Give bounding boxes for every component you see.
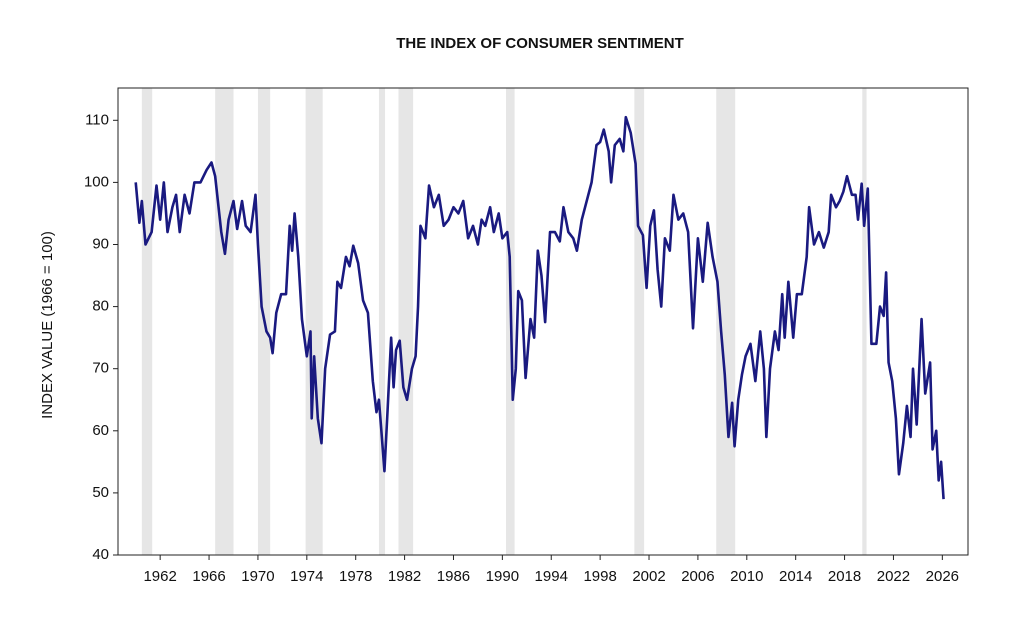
- recession-band: [215, 88, 234, 555]
- recession-band: [634, 88, 645, 555]
- recession-shading: [141, 88, 867, 555]
- x-tick-label: 2022: [877, 568, 910, 585]
- x-tick-label: 1966: [192, 568, 225, 585]
- y-tick-label: 50: [92, 484, 109, 501]
- sentiment-line: [134, 115, 945, 500]
- x-tick-label: 1998: [583, 568, 616, 585]
- x-tick-label: 2026: [926, 568, 959, 585]
- x-tick-label: 1990: [486, 568, 519, 585]
- y-tick-label: 60: [92, 422, 109, 439]
- plot-layer: [134, 115, 945, 500]
- recession-band: [141, 88, 153, 555]
- x-tick-label: 2010: [730, 568, 763, 585]
- recession-band: [398, 88, 414, 555]
- x-tick-label: 2006: [681, 568, 714, 585]
- recession-band: [305, 88, 323, 555]
- x-tick-label: 1978: [339, 568, 372, 585]
- plot-frame: [117, 87, 969, 556]
- x-tick-label: 1986: [437, 568, 470, 585]
- x-tick-label: 1982: [388, 568, 421, 585]
- y-tick-label: 100: [84, 173, 109, 190]
- x-tick-label: 2018: [828, 568, 861, 585]
- y-tick-label: 80: [92, 298, 109, 315]
- y-axis-label: INDEX VALUE (1966 = 100): [39, 231, 56, 419]
- x-tick-label: 2002: [632, 568, 665, 585]
- chart-title: THE INDEX OF CONSUMER SENTIMENT: [396, 35, 684, 52]
- x-tick-label: 1974: [290, 568, 323, 585]
- recession-band: [378, 88, 386, 555]
- recession-band: [716, 88, 736, 555]
- y-tick-label: 110: [85, 111, 109, 128]
- y-tick-label: 70: [92, 360, 109, 377]
- y-tick-label: 40: [92, 546, 109, 563]
- x-tick-label: 1962: [143, 568, 176, 585]
- x-tick-label: 1970: [241, 568, 274, 585]
- x-tick-label: 2014: [779, 568, 812, 585]
- x-tick-label: 1994: [535, 568, 568, 585]
- y-tick-label: 90: [92, 235, 109, 252]
- recession-band: [862, 88, 867, 555]
